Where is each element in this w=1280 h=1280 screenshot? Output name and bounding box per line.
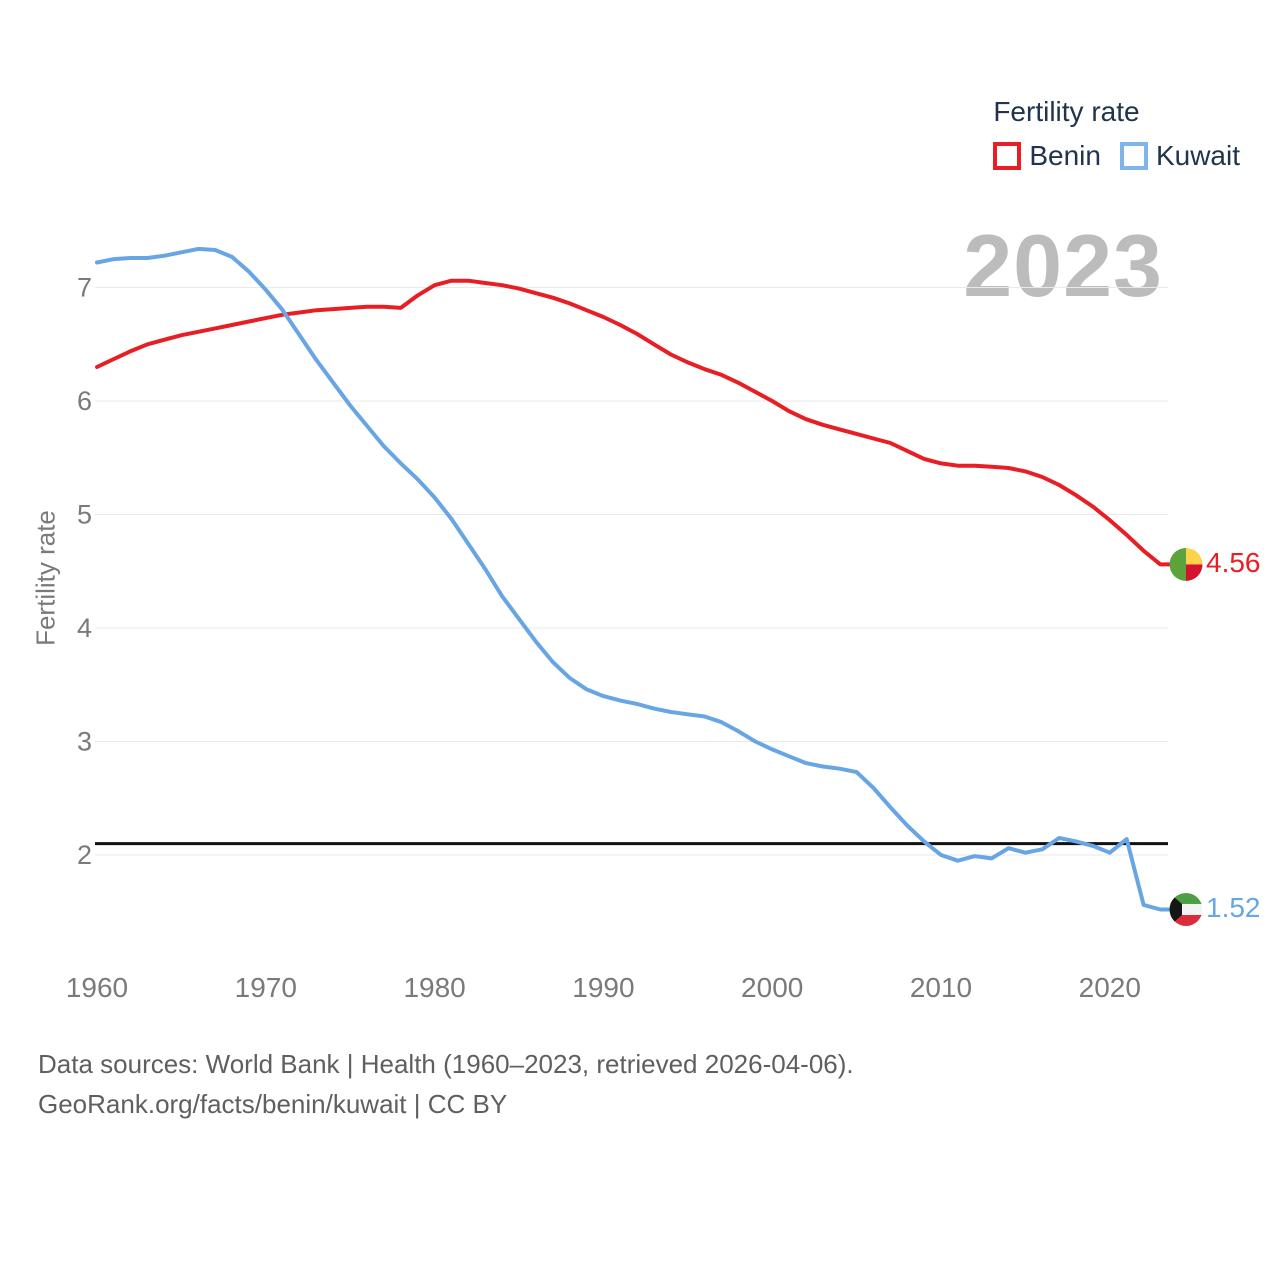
footer: Data sources: World Bank | Health (1960–… [38,1044,854,1124]
footer-data-sources: Data sources: World Bank | Health (1960–… [38,1049,854,1079]
benin-flag-yellow [1186,547,1203,565]
legend-item-label: Benin [1029,140,1101,171]
series-line-benin[interactable] [95,278,1174,567]
y-tick-7: 7 [77,273,92,303]
series-line-kuwait[interactable] [95,246,1174,912]
x-tick-2020: 2020 [1079,972,1141,1003]
kuwait-flag-red [1169,914,1203,926]
legend-item-benin[interactable]: Benin [993,140,1101,172]
y-tick-6: 6 [77,386,92,416]
legend-item-kuwait[interactable]: Kuwait [1119,140,1240,172]
legend-items: Benin Kuwait [993,140,1240,172]
y-tick-2: 2 [77,840,92,870]
x-tick-1990: 1990 [572,972,634,1003]
legend-swatch-benin [993,142,1022,170]
x-tick-2000: 2000 [741,972,803,1003]
y-tick-3: 3 [77,727,92,757]
x-tick-2010: 2010 [910,972,972,1003]
kuwait-end-value: 1.52 [1206,892,1261,924]
x-tick-1970: 1970 [235,972,297,1003]
benin-end-value: 4.56 [1206,547,1261,579]
benin-flag-dot[interactable] [1169,547,1203,581]
legend-swatch-kuwait [1119,142,1148,170]
kuwait-flag-dot[interactable] [1169,892,1203,926]
kuwait-flag-white [1169,903,1203,915]
benin-flag-red [1186,564,1203,581]
kuwait-flag-black [1169,892,1182,926]
watermark-year: 2023 [963,216,1163,315]
legend-title: Fertility rate [993,96,1140,127]
x-tick-1980: 1980 [403,972,465,1003]
kuwait-flag-green [1169,892,1203,904]
legend: Fertility rate Benin Kuwait [993,96,1240,172]
y-tick-5: 5 [77,500,92,530]
y-tick-4: 4 [77,613,92,643]
footer-attribution[interactable]: GeoRank.org/facts/benin/kuwait | CC BY [38,1089,508,1119]
benin-flag-green [1169,547,1186,581]
x-tick-1960: 1960 [66,972,128,1003]
legend-item-label: Kuwait [1155,140,1240,171]
